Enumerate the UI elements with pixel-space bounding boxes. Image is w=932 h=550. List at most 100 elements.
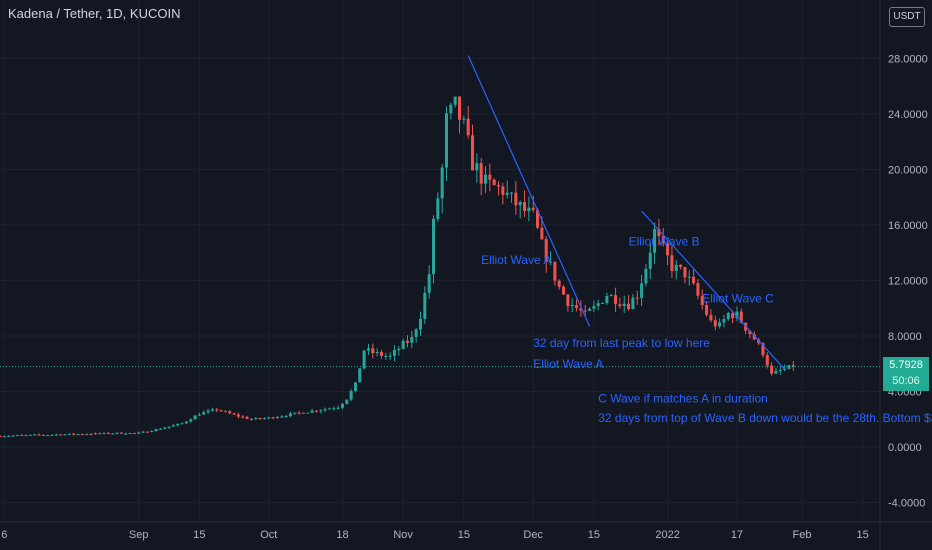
candle-body — [401, 340, 405, 349]
candle-body — [171, 425, 175, 427]
candle-body — [306, 412, 310, 414]
candle-body — [267, 417, 271, 419]
candle-body — [700, 295, 704, 306]
y-tick-label: 0.0000 — [888, 442, 922, 454]
candle-body — [379, 352, 383, 356]
candle-body — [297, 412, 301, 414]
candle-body — [427, 274, 431, 293]
candle-body — [249, 418, 253, 420]
candle-body — [592, 305, 596, 309]
candle-body — [141, 431, 145, 433]
candle-body — [15, 435, 19, 437]
candle-body — [453, 96, 457, 105]
candle-body — [189, 419, 193, 422]
trend-line — [641, 210, 786, 370]
candle-body — [696, 283, 700, 296]
candle-body — [362, 350, 366, 369]
candle-body — [718, 322, 722, 327]
candle-body — [392, 350, 396, 356]
x-tick-label: Feb — [792, 529, 811, 541]
candle-body — [618, 304, 622, 307]
candle-body — [327, 408, 331, 410]
x-tick-label: 17 — [731, 529, 743, 541]
candle-body — [405, 340, 410, 343]
candle-body — [410, 336, 414, 343]
y-tick-label: 24.0000 — [888, 109, 928, 121]
x-tick-label: 18 — [336, 529, 348, 541]
candle-body — [280, 416, 284, 418]
candle-body — [132, 432, 136, 434]
candle-body — [692, 276, 696, 284]
x-tick-label: 15 — [588, 529, 600, 541]
y-tick-label: 8.0000 — [888, 331, 922, 343]
candle-body — [505, 192, 509, 195]
candle-body — [778, 369, 782, 371]
candle-body — [128, 432, 132, 434]
candle-body — [319, 410, 323, 412]
candle-body — [336, 407, 340, 409]
candle-body — [488, 174, 492, 180]
candle-body — [601, 302, 605, 304]
y-tick-label: 28.0000 — [888, 53, 928, 65]
candle-body — [562, 286, 566, 295]
candle-body — [588, 308, 592, 311]
candle-body — [102, 432, 106, 434]
candle-body — [115, 432, 119, 434]
candle-body — [33, 434, 37, 436]
candle-body — [444, 113, 449, 168]
candle-body — [284, 416, 288, 418]
candle-body — [193, 415, 197, 420]
candle-body — [536, 209, 540, 228]
y-tick-label: 12.0000 — [888, 275, 928, 287]
candle-body — [497, 184, 501, 187]
chart-title: Kadena / Tether, 1D, KUCOIN — [8, 6, 181, 21]
candle-body — [124, 433, 128, 435]
candle-body — [158, 428, 162, 430]
candle-body — [575, 305, 579, 309]
candle-body — [622, 303, 626, 307]
candle-body — [661, 236, 665, 244]
candle-body — [436, 198, 440, 219]
candle-body — [770, 365, 774, 374]
candle-body — [423, 292, 427, 319]
candle-body — [739, 311, 743, 323]
candle-body — [384, 355, 388, 357]
annotation-text: Elliot Wave A — [481, 253, 551, 267]
trend-line — [467, 55, 591, 327]
candle-body — [232, 413, 236, 415]
candle-body — [375, 352, 379, 354]
candle-body — [761, 343, 765, 356]
candle-body — [440, 167, 444, 199]
candle-body — [722, 319, 726, 323]
candle-body — [154, 429, 158, 432]
annotation-text: 32 day from last peak to low here — [533, 336, 710, 350]
x-tick-label: 15 — [458, 529, 470, 541]
candle-body — [653, 229, 657, 253]
currency-badge[interactable]: USDT — [889, 7, 925, 27]
candle-body — [523, 202, 527, 212]
candle-body — [783, 368, 787, 370]
candle-body — [236, 414, 240, 417]
candle-body — [202, 412, 206, 415]
candle-body — [228, 411, 232, 414]
candle-body — [644, 268, 648, 284]
candle-body — [85, 434, 89, 436]
candle-body — [167, 426, 171, 428]
x-tick-label: Nov — [393, 529, 413, 541]
candle-body — [518, 202, 522, 206]
candle-countdown: 50:06 — [892, 375, 920, 387]
candle-body — [510, 192, 514, 194]
candle-body — [566, 294, 570, 307]
y-tick-label: 20.0000 — [888, 164, 928, 176]
candle-body — [119, 432, 123, 434]
candle-body — [713, 320, 717, 327]
candle-body — [345, 399, 349, 404]
annotation-text: C Wave if matches A in duration — [598, 392, 768, 406]
candle-body — [314, 410, 318, 412]
candle-body — [709, 314, 713, 321]
candle-body — [245, 416, 249, 419]
candle-body — [553, 261, 557, 281]
